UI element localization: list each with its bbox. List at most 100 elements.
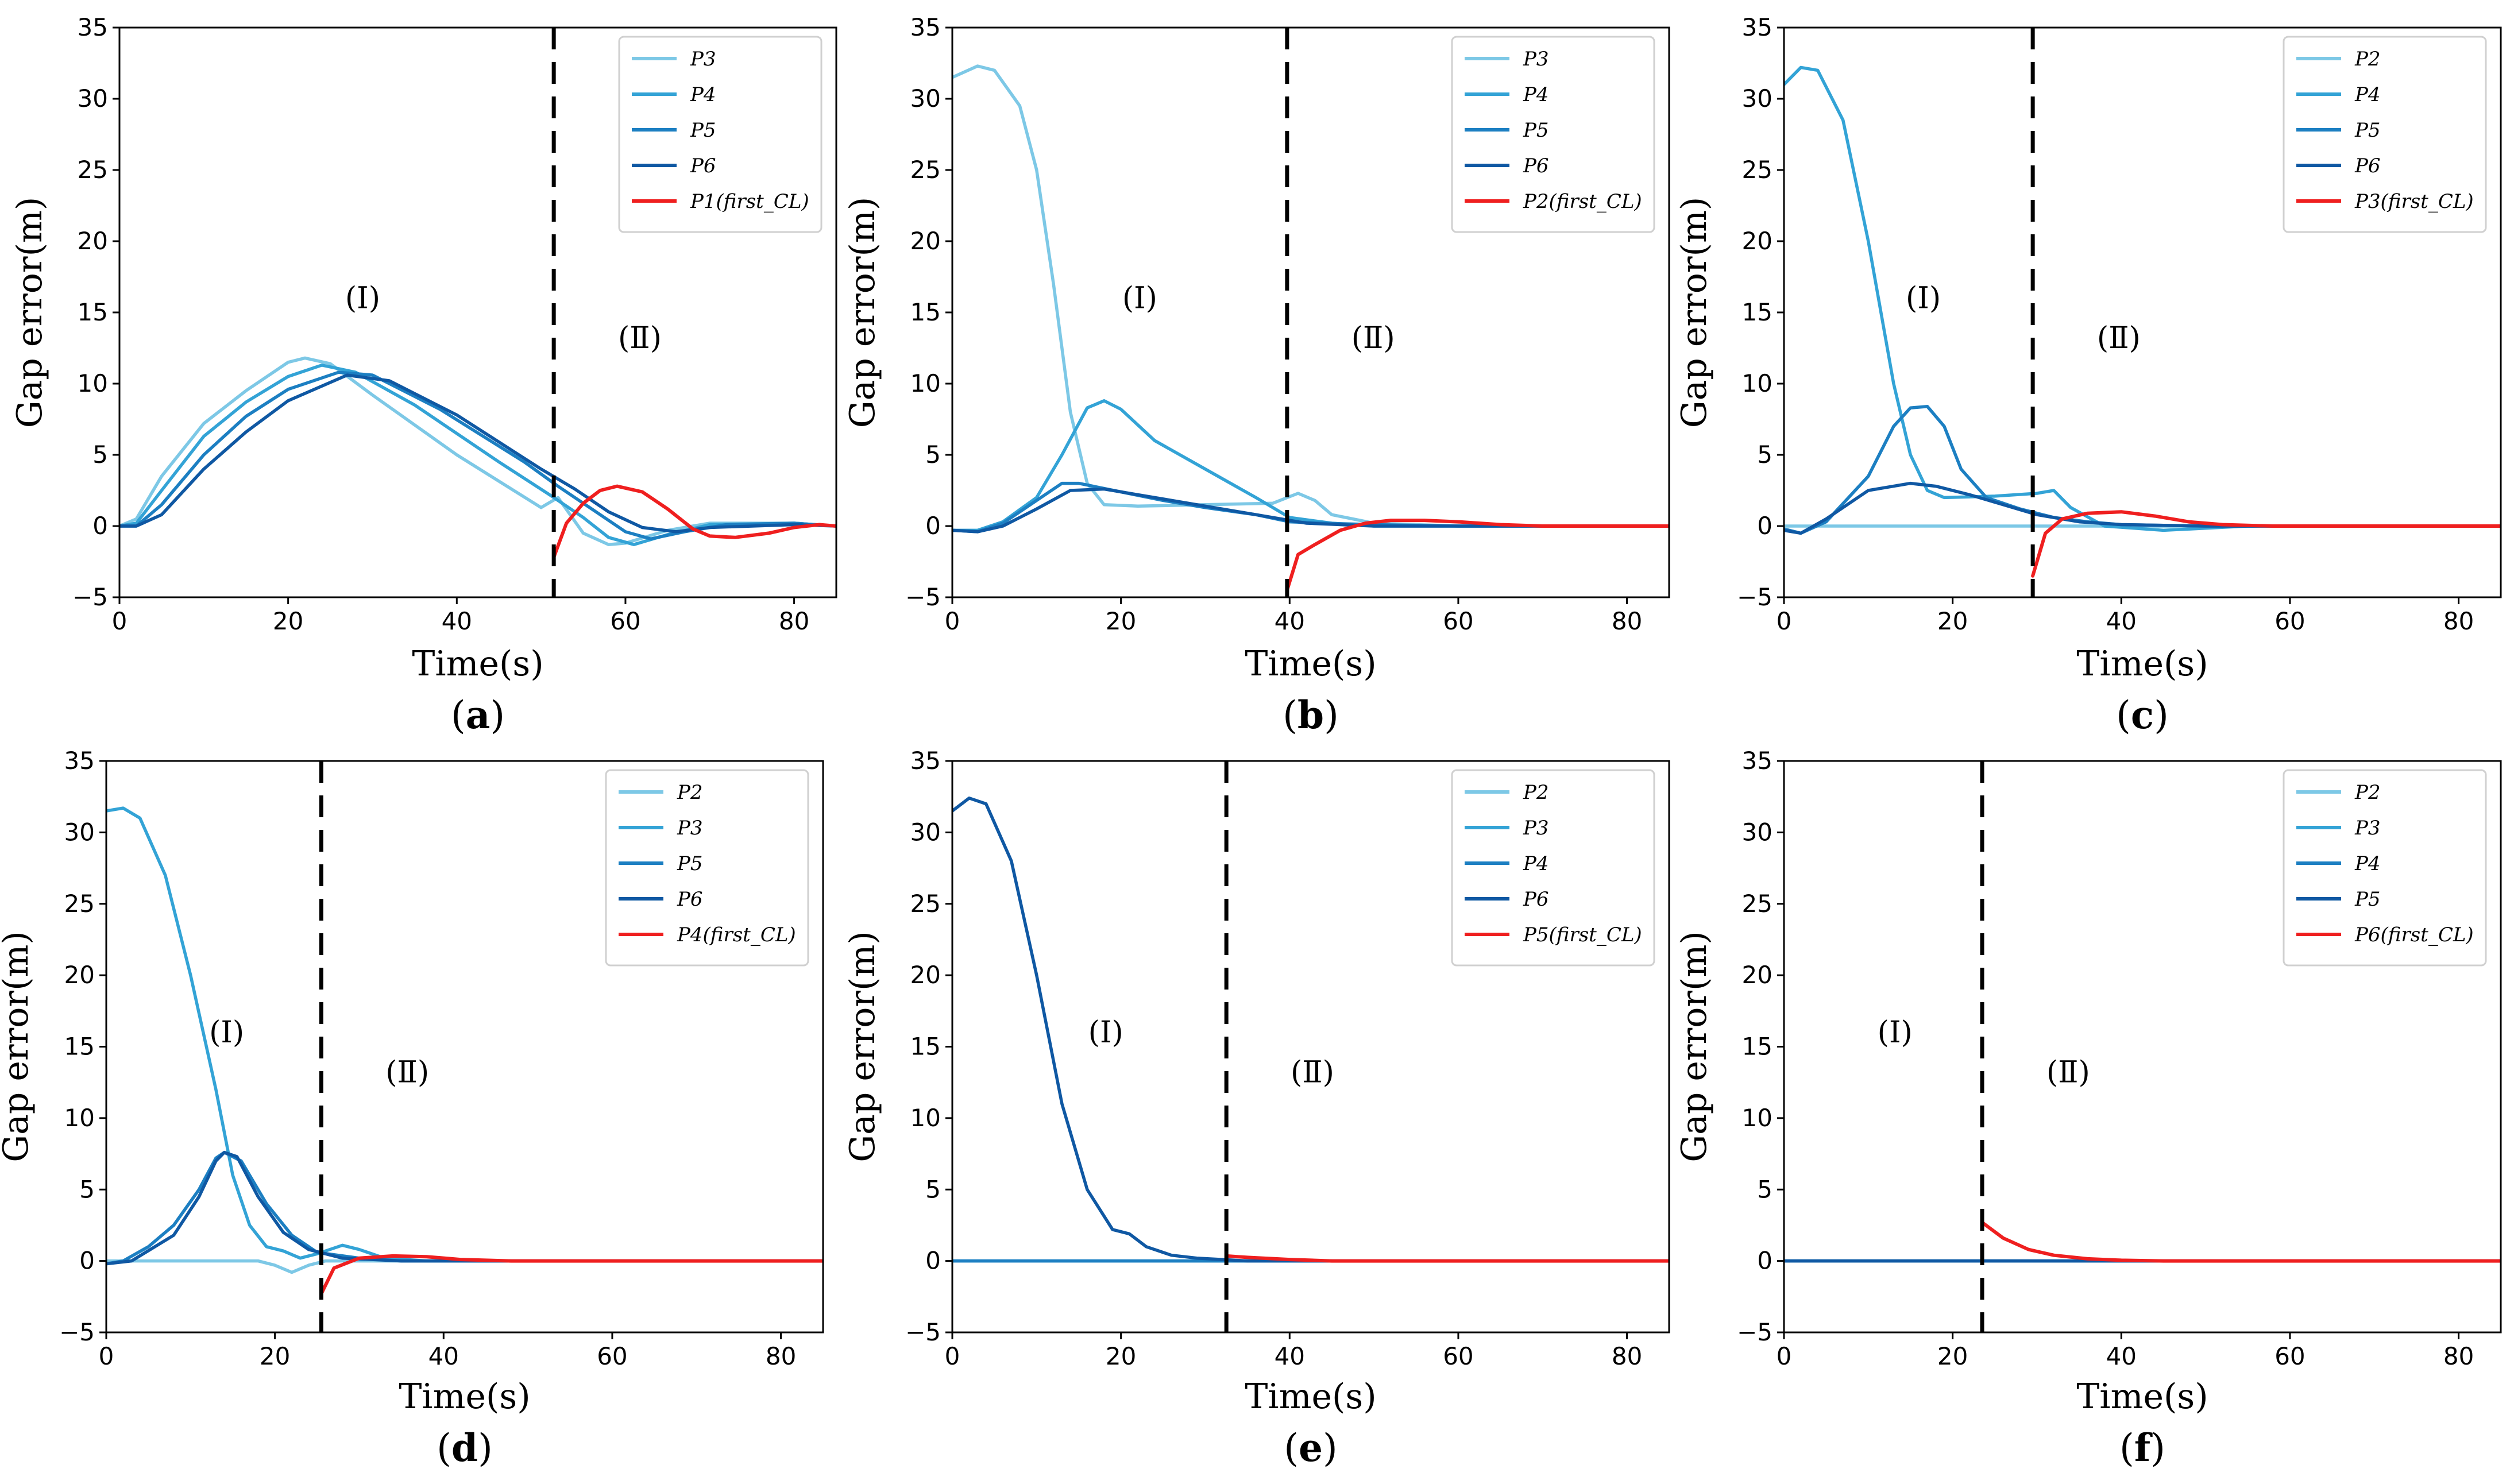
y-tick-label: 0 <box>1757 512 1772 540</box>
y-axis-label: Gap error(m) <box>843 197 883 428</box>
x-tick-label: 0 <box>945 1342 960 1370</box>
x-tick-label: 20 <box>1106 607 1136 635</box>
legend-entry: P5 <box>1523 119 1549 142</box>
y-tick-label: 20 <box>64 961 95 989</box>
plot-frame <box>118 26 837 598</box>
legend: P2 P3 P4 P5 P6(first_CL) <box>2283 769 2487 967</box>
panel-label: (a) <box>451 693 505 737</box>
y-tick-label: 5 <box>1757 440 1772 469</box>
legend: P3 P4 P5 P6 P2(first_CL) <box>1451 36 1655 233</box>
phase-1-label: (Ⅰ) <box>1906 281 1941 316</box>
series-line-p6 <box>1784 481 2501 535</box>
y-tick-label: 20 <box>78 227 108 255</box>
phase-2-label: (Ⅱ) <box>1291 1056 1334 1090</box>
x-tick-label: 20 <box>1937 1342 1968 1370</box>
y-tick-label: 25 <box>78 156 108 184</box>
y-tick-label: 10 <box>1742 369 1772 397</box>
y-tick-label: 35 <box>910 747 941 775</box>
x-tick-label: 60 <box>2274 607 2305 635</box>
phase-2-label: (Ⅱ) <box>2097 321 2141 355</box>
legend: P2 P4 P5 P6 P3(first_CL) <box>2283 36 2487 233</box>
x-tick-label: 40 <box>1275 1342 1305 1370</box>
series-line-p3 <box>952 64 1669 528</box>
legend-entry: P4(first_CL) <box>677 923 796 946</box>
y-tick-label: 30 <box>78 84 108 113</box>
series-lines <box>952 64 1669 592</box>
y-tick-label: 30 <box>910 818 941 846</box>
phase-1-label: (Ⅰ) <box>1088 1015 1123 1050</box>
x-axis-label: Time(s) <box>1245 1377 1376 1417</box>
legend-entry: P2 <box>2354 781 2381 804</box>
y-tick-label: 15 <box>910 1033 941 1061</box>
x-tick-label: 20 <box>1106 1342 1136 1370</box>
x-tick-label: 80 <box>779 607 809 635</box>
series-line-p2-first-cl <box>1285 519 1669 592</box>
phase-1-label: (Ⅰ) <box>1122 281 1157 316</box>
x-tick-label: 40 <box>442 607 472 635</box>
y-tick-label: 35 <box>910 13 941 41</box>
y-tick-label: 25 <box>910 890 941 918</box>
y-axis-label: Gap error(m) <box>1674 931 1714 1162</box>
x-tick-label: 80 <box>1612 1342 1642 1370</box>
series-lines <box>106 806 823 1296</box>
y-tick-label: −5 <box>59 1318 95 1346</box>
series-line-p6 <box>119 373 836 534</box>
x-tick-label: 60 <box>610 607 640 635</box>
y-tick-label: 15 <box>64 1033 95 1061</box>
y-tick-label: 20 <box>1742 961 1772 989</box>
y-tick-label: 30 <box>910 84 941 113</box>
y-tick-label: −5 <box>905 583 941 611</box>
plot-frame <box>951 26 1670 598</box>
y-tick-label: −5 <box>1737 583 1772 611</box>
y-tick-label: 20 <box>1742 227 1772 255</box>
y-tick-label: 20 <box>910 227 941 255</box>
x-tick-label: 40 <box>428 1342 459 1370</box>
phase-1-label: (Ⅰ) <box>1878 1015 1913 1050</box>
series-line-p6-first-cl <box>1980 1220 2501 1263</box>
legend-entry: P6 <box>1523 888 1549 911</box>
legend-entry: P4 <box>2354 852 2381 875</box>
series-line-p3-first-cl <box>2031 510 2501 578</box>
y-tick-label: 20 <box>910 961 941 989</box>
x-tick-label: 0 <box>1777 1342 1792 1370</box>
x-axis-label: Time(s) <box>2076 644 2208 684</box>
series-line-p6 <box>106 1150 823 1266</box>
y-tick-label: 5 <box>92 440 108 469</box>
legend-box <box>2283 769 2487 967</box>
legend: P3 P4 P5 P6 P1(first_CL) <box>618 36 822 233</box>
legend-entry: P6(first_CL) <box>2354 923 2474 946</box>
plot-frame <box>1783 760 2502 1334</box>
legend-entry: P4 <box>690 83 716 106</box>
legend-entry: P2(first_CL) <box>1523 190 1642 213</box>
legend-entry: P3 <box>677 817 703 840</box>
legend-entry: P5 <box>690 119 716 142</box>
plot-frame <box>105 760 824 1334</box>
legend-entry: P6 <box>2354 154 2381 177</box>
x-axis-label: Time(s) <box>412 644 543 684</box>
panel-label: (f) <box>2119 1425 2165 1470</box>
legend-entry: P3 <box>1523 817 1549 840</box>
plot-frame <box>1783 26 2502 598</box>
y-tick-label: 30 <box>1742 84 1772 113</box>
panel-f: 0 20 40 60 80−505101520253035(Ⅰ)(Ⅱ)P2P3P4P5P… <box>1674 747 2502 1470</box>
y-tick-label: 35 <box>1742 13 1772 41</box>
y-axis-label: Gap error(m) <box>0 931 36 1162</box>
legend-entry: P5(first_CL) <box>1523 923 1642 946</box>
series-line-p1-first-cl <box>552 484 836 559</box>
x-tick-label: 20 <box>1937 607 1968 635</box>
legend: P2 P3 P5 P6 P4(first_CL) <box>605 769 809 967</box>
y-tick-label: 0 <box>925 512 941 540</box>
x-tick-label: 60 <box>2274 1342 2305 1370</box>
y-tick-label: 15 <box>910 298 941 326</box>
panel-label: (e) <box>1284 1425 1338 1470</box>
legend-entry: P1(first_CL) <box>690 190 809 213</box>
y-tick-label: 10 <box>910 1104 941 1132</box>
legend-entry: P5 <box>677 852 703 875</box>
legend-box <box>605 769 809 967</box>
series-lines <box>1784 1220 2501 1263</box>
legend-box <box>1451 769 1655 967</box>
y-tick-label: 5 <box>1757 1175 1772 1203</box>
y-tick-label: 15 <box>1742 1033 1772 1061</box>
y-tick-label: 0 <box>925 1247 941 1275</box>
legend-entry: P3(first_CL) <box>2354 190 2474 213</box>
